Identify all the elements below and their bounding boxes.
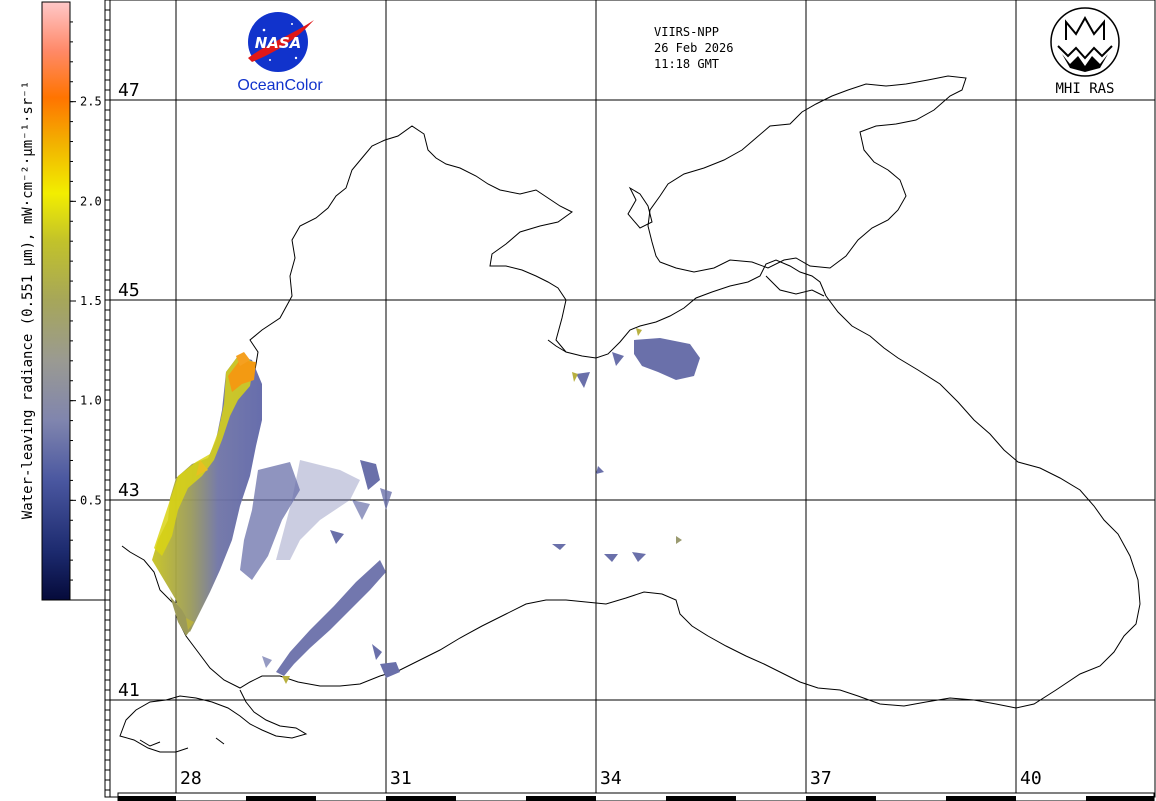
oceancolor-text: OceanColor xyxy=(237,77,323,94)
lat-label: 47 xyxy=(118,80,140,101)
radiance-plume-west xyxy=(152,352,262,636)
bottom-scale-bar xyxy=(117,792,1155,801)
radiance-small-bright xyxy=(186,328,642,684)
colorbar-tick-label: 1.0 xyxy=(80,394,102,408)
mhi-ras-logo: MHI RAS xyxy=(1050,7,1120,97)
nasa-text: NASA xyxy=(255,34,302,52)
lon-label: 31 xyxy=(390,768,412,789)
mhi-ras-text: MHI RAS xyxy=(1055,81,1114,97)
colorbar: 0.5 1.0 1.5 2.0 2.5 Water-leaving radiance (… xyxy=(20,1,106,601)
radiance-scatter xyxy=(240,338,700,678)
acquisition-info: VIIRS-NPP 26 Feb 2026 11:18 GMT xyxy=(654,25,733,71)
lat-label: 45 xyxy=(118,280,140,301)
colorbar-title: Water-leaving radiance (0.551 μm), mW·cm… xyxy=(20,81,36,519)
colorbar-tick-label: 2.5 xyxy=(80,95,102,109)
colorbar-tick-label: 2.0 xyxy=(80,194,102,208)
acquisition-time: 11:18 GMT xyxy=(654,57,719,71)
lon-labels: 28 31 34 37 40 xyxy=(180,768,1042,789)
left-ruler-ticks xyxy=(105,0,110,791)
nasa-logo: NASA OceanColor xyxy=(237,12,323,94)
lon-label: 37 xyxy=(810,768,832,789)
lat-label: 43 xyxy=(118,480,140,501)
lon-label: 40 xyxy=(1020,768,1042,789)
lat-labels: 47 45 43 41 xyxy=(118,80,140,701)
lon-label: 34 xyxy=(600,768,622,789)
lon-label: 28 xyxy=(180,768,202,789)
colorbar-tick-label: 0.5 xyxy=(80,493,102,507)
map-frame xyxy=(104,0,1156,798)
colorbar-tick-label: 1.5 xyxy=(80,294,102,308)
satellite-name: VIIRS-NPP xyxy=(654,25,719,39)
acquisition-date: 26 Feb 2026 xyxy=(654,41,733,55)
coastline xyxy=(119,75,1141,753)
lat-label: 41 xyxy=(118,680,140,701)
colorbar-gradient xyxy=(41,1,71,601)
